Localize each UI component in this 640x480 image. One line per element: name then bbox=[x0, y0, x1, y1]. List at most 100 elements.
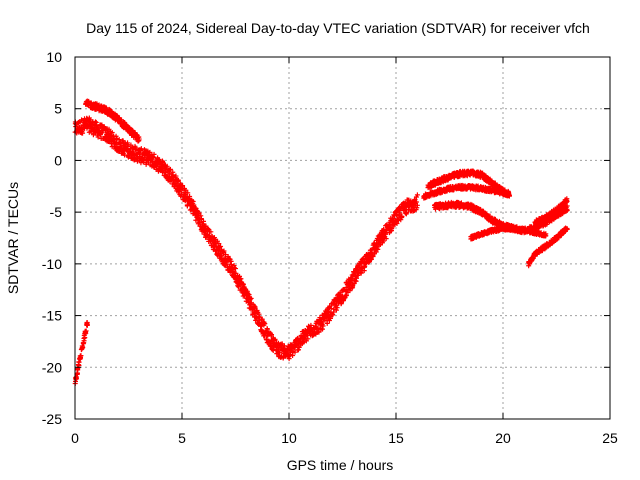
data-point bbox=[246, 292, 252, 298]
data-point bbox=[228, 258, 234, 264]
data-point bbox=[196, 210, 202, 216]
data-point bbox=[248, 295, 254, 301]
data-point bbox=[320, 323, 326, 329]
chart-title: Day 115 of 2024, Sidereal Day-to-day VTE… bbox=[86, 20, 590, 36]
y-tick-label: 0 bbox=[54, 152, 62, 168]
data-point bbox=[238, 276, 244, 282]
data-point bbox=[223, 252, 229, 258]
data-point bbox=[324, 320, 330, 326]
data-point bbox=[206, 226, 212, 232]
data-point bbox=[160, 159, 166, 165]
data-point bbox=[208, 229, 214, 235]
y-tick-label: -20 bbox=[42, 359, 62, 375]
data-point bbox=[292, 349, 298, 355]
data-point bbox=[344, 292, 350, 298]
x-axis-label: GPS time / hours bbox=[287, 457, 394, 473]
x-tick-label: 15 bbox=[388, 430, 404, 446]
series-upper-early-track bbox=[83, 98, 142, 144]
data-point bbox=[259, 316, 265, 322]
data-point bbox=[365, 251, 371, 257]
data-point bbox=[564, 196, 570, 202]
y-tick-label: -15 bbox=[42, 308, 62, 324]
data-point bbox=[414, 192, 420, 198]
data-point bbox=[263, 336, 269, 342]
data-point bbox=[370, 254, 376, 260]
series-steep-start-segment bbox=[72, 319, 90, 387]
data-point bbox=[251, 303, 257, 309]
ticks: 0 5 10 15 20 25 -25 -20 -15 -10 -5 0 5 10 bbox=[42, 49, 618, 446]
data-point bbox=[218, 243, 224, 249]
data-point bbox=[84, 321, 90, 327]
data-point bbox=[233, 266, 239, 272]
data-point bbox=[315, 326, 321, 332]
data-point bbox=[320, 319, 326, 325]
data-point bbox=[156, 157, 162, 163]
data-point bbox=[231, 265, 237, 271]
data-point bbox=[80, 341, 86, 347]
data-point bbox=[138, 146, 144, 152]
x-tick-label: 0 bbox=[71, 430, 79, 446]
data-point bbox=[383, 231, 389, 237]
data-point bbox=[564, 208, 570, 214]
data-point bbox=[330, 312, 336, 318]
series-late-arc-6 bbox=[532, 196, 570, 227]
data-point bbox=[185, 190, 191, 196]
data-point bbox=[164, 163, 170, 169]
data-point bbox=[331, 309, 337, 315]
x-tick-label: 25 bbox=[602, 430, 618, 446]
data-point bbox=[136, 136, 142, 142]
data-point bbox=[187, 193, 193, 199]
x-tick-label: 5 bbox=[178, 430, 186, 446]
data-point bbox=[276, 350, 282, 356]
data-point bbox=[81, 338, 87, 344]
data-point bbox=[190, 198, 196, 204]
data-point bbox=[358, 270, 364, 276]
grid bbox=[75, 57, 610, 419]
y-tick-label: -5 bbox=[50, 204, 63, 220]
data-point bbox=[262, 321, 268, 327]
data-point bbox=[256, 311, 262, 317]
data-point bbox=[252, 304, 258, 310]
y-axis-label: SDTVAR / TECUs bbox=[5, 182, 21, 294]
data-point bbox=[205, 226, 211, 232]
data-point bbox=[259, 327, 265, 333]
data-point bbox=[162, 170, 168, 176]
data-point bbox=[413, 199, 419, 205]
data-point bbox=[327, 315, 333, 321]
data-point bbox=[333, 307, 339, 313]
data-point bbox=[240, 281, 246, 287]
y-tick-label: 5 bbox=[54, 101, 62, 117]
series-late-arc-4 bbox=[468, 224, 549, 242]
data-point bbox=[220, 249, 226, 255]
data-point bbox=[305, 336, 311, 342]
data-point bbox=[301, 339, 307, 345]
data-point bbox=[334, 305, 340, 311]
x-tick-label: 20 bbox=[495, 430, 511, 446]
data-point bbox=[221, 248, 227, 254]
y-tick-label: 10 bbox=[46, 49, 62, 65]
data-point bbox=[414, 202, 420, 208]
data-point bbox=[83, 328, 89, 334]
data-point bbox=[269, 332, 275, 338]
data-point bbox=[151, 151, 157, 157]
data-point bbox=[186, 196, 192, 202]
data-point bbox=[375, 246, 381, 252]
data-point bbox=[543, 231, 549, 237]
y-tick-label: -10 bbox=[42, 256, 62, 272]
data-point bbox=[564, 226, 570, 232]
data-point bbox=[296, 344, 302, 350]
data-point bbox=[75, 367, 81, 373]
data-point bbox=[328, 305, 334, 311]
data-point bbox=[353, 275, 359, 281]
data-point bbox=[361, 264, 367, 270]
series-late-arc-5 bbox=[526, 225, 570, 269]
data-point bbox=[78, 353, 84, 359]
data-point bbox=[368, 256, 374, 262]
data-point bbox=[109, 130, 115, 136]
data-point bbox=[184, 203, 190, 209]
data-point bbox=[198, 213, 204, 219]
x-tick-label: 10 bbox=[281, 430, 297, 446]
y-tick-label: -25 bbox=[42, 411, 62, 427]
data-point bbox=[506, 193, 512, 199]
